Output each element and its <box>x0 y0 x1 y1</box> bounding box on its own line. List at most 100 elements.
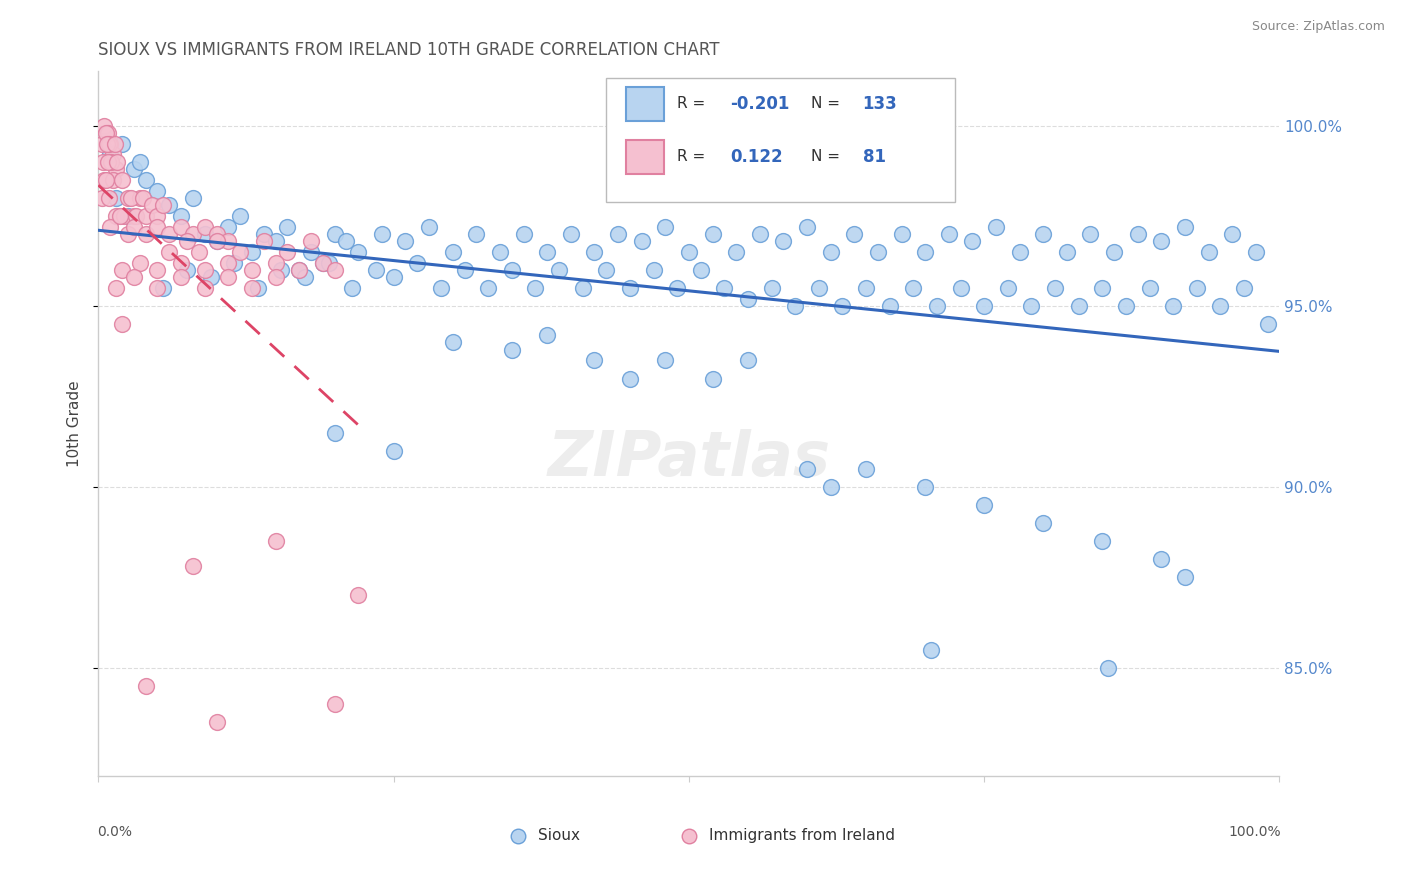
Point <box>536 328 558 343</box>
Point <box>128 191 150 205</box>
Point <box>170 270 193 285</box>
Point <box>176 234 198 248</box>
Point <box>246 281 269 295</box>
Point <box>441 245 464 260</box>
Text: ZIPatlas: ZIPatlas <box>547 429 831 489</box>
Point <box>125 209 148 223</box>
Point <box>630 234 652 248</box>
Point <box>135 227 157 241</box>
Point <box>1115 299 1137 313</box>
Point <box>1161 299 1184 313</box>
Point <box>524 281 547 295</box>
Point <box>364 263 387 277</box>
Point <box>146 219 169 234</box>
Point <box>205 234 228 248</box>
Point <box>1056 245 1078 260</box>
Point <box>807 281 830 295</box>
Point <box>335 234 357 248</box>
Text: N =: N = <box>811 149 839 164</box>
Point <box>96 136 118 151</box>
Point <box>890 227 912 241</box>
Point <box>1021 299 1043 313</box>
Point <box>347 588 370 602</box>
Point <box>619 281 641 295</box>
Point <box>98 219 121 234</box>
Point <box>170 209 193 223</box>
Point <box>1032 516 1054 530</box>
Text: Source: ZipAtlas.com: Source: ZipAtlas.com <box>1251 20 1385 33</box>
Point <box>217 256 239 270</box>
Point <box>117 191 139 205</box>
Point <box>643 263 665 277</box>
Point <box>264 534 287 549</box>
Point <box>170 219 193 234</box>
Point <box>240 263 263 277</box>
Point <box>240 245 263 260</box>
Text: 100.0%: 100.0% <box>1227 825 1281 839</box>
Text: 0.0%: 0.0% <box>97 825 132 839</box>
Point <box>713 281 735 295</box>
Point <box>122 219 145 234</box>
Point <box>702 371 724 385</box>
Point <box>122 209 145 223</box>
Point <box>217 219 239 234</box>
Point <box>1174 570 1197 584</box>
Point <box>205 714 228 729</box>
Point <box>371 227 394 241</box>
Point <box>121 191 143 205</box>
Point <box>122 270 145 285</box>
Point <box>135 209 157 223</box>
Point <box>112 209 135 223</box>
Point <box>689 263 711 277</box>
Point <box>1198 245 1220 260</box>
Point <box>270 263 292 277</box>
Point <box>973 498 995 512</box>
Point <box>453 263 475 277</box>
Point <box>678 245 700 260</box>
Point <box>1032 227 1054 241</box>
Point <box>157 227 180 241</box>
Point <box>1043 281 1066 295</box>
Point <box>91 191 114 205</box>
Point <box>406 256 429 270</box>
Point <box>194 219 217 234</box>
Point <box>465 227 488 241</box>
Point <box>1102 245 1125 260</box>
Point <box>217 234 239 248</box>
Point <box>702 227 724 241</box>
Point <box>925 299 948 313</box>
Point <box>264 270 287 285</box>
Point <box>973 299 995 313</box>
Point <box>1126 227 1149 241</box>
Point <box>152 281 174 295</box>
Point <box>98 136 121 151</box>
Point <box>264 256 287 270</box>
Point <box>94 126 117 140</box>
Point <box>105 154 128 169</box>
Point <box>276 245 298 260</box>
FancyBboxPatch shape <box>626 140 664 174</box>
Point <box>382 270 405 285</box>
Point <box>146 281 169 295</box>
Point <box>128 256 150 270</box>
Point <box>920 642 942 657</box>
Point <box>111 263 134 277</box>
Point <box>181 191 204 205</box>
Text: 133: 133 <box>862 95 897 112</box>
Point <box>418 219 440 234</box>
Point <box>441 335 464 350</box>
Point <box>229 245 252 260</box>
Point <box>914 480 936 494</box>
Text: R =: R = <box>678 149 706 164</box>
Point <box>654 353 676 368</box>
Point <box>294 270 316 285</box>
Point <box>97 154 120 169</box>
Point <box>1080 227 1102 241</box>
Point <box>984 219 1007 234</box>
Point <box>1067 299 1090 313</box>
Point <box>1139 281 1161 295</box>
Point <box>128 154 150 169</box>
Point <box>785 299 807 313</box>
Point <box>914 245 936 260</box>
Point <box>761 281 783 295</box>
